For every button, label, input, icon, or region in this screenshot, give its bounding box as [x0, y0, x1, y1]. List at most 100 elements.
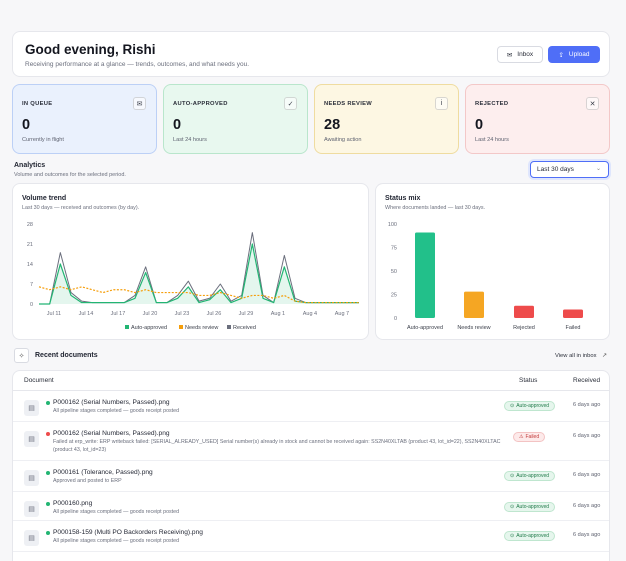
file-icon: ▤	[24, 400, 39, 416]
upload-button[interactable]: ⇪ Upload	[548, 46, 600, 63]
recent-documents-title: Recent documents	[35, 352, 98, 359]
status-badge: ⊙ Auto-approved	[504, 401, 556, 411]
document-name[interactable]: P000162 (Serial Numbers, Passed).png	[53, 430, 170, 437]
stat-label: NEEDS REVIEW	[324, 101, 373, 107]
document-name[interactable]: P000158-159 (Multi PO Backorders Receivi…	[53, 529, 203, 536]
recent-documents-table: Document Status Received ▤ P000162 (Seria…	[12, 370, 610, 561]
page-subtitle: Receiving performance at a glance — tren…	[25, 61, 250, 68]
x-tick-label: Jul 11	[47, 311, 61, 317]
status-badge: ⊙ Auto-approved	[504, 531, 556, 541]
volume-chart-subtitle: Last 30 days — received and outcomes (by…	[22, 205, 140, 211]
status-chart-title: Status mix	[385, 195, 421, 202]
status-badge: ⊙ Auto-approved	[504, 471, 556, 481]
file-icon: ▤	[24, 530, 39, 546]
x-tick-label: Jul 23	[175, 311, 190, 317]
stat-card-rejected[interactable]: REJECTED 0 Last 24 hours ✕	[465, 84, 610, 154]
y-tick-label: 100	[388, 222, 397, 228]
check-circle-icon: ✓	[284, 97, 297, 110]
inbox-button[interactable]: ✉ Inbox	[497, 46, 543, 63]
document-description: All pipeline stages completed — goods re…	[53, 509, 180, 515]
x-tick-label: Failed	[566, 325, 581, 331]
received-time: 6 days ago	[573, 472, 601, 478]
stat-note: Awaiting action	[324, 137, 362, 143]
status-dot	[46, 471, 50, 475]
received-time: 6 days ago	[573, 532, 601, 538]
stat-card-needs-review[interactable]: NEEDS REVIEW 28 Awaiting action i	[314, 84, 459, 154]
legend-swatch	[125, 325, 129, 329]
stat-note: Currently in flight	[22, 137, 64, 143]
table-row[interactable]: ▤ P000162 (Serial Numbers, Passed).png Fai…	[13, 422, 609, 461]
auto-approved-area	[39, 244, 359, 304]
column-status: Status	[519, 377, 538, 384]
upload-icon: ⇪	[558, 51, 564, 59]
status-badge: ⊙ Auto-approved	[504, 502, 556, 512]
legend-entry: Received	[233, 325, 256, 331]
status-mix-card: Status mix Where documents landed — last…	[375, 183, 610, 340]
stat-card-auto-approved[interactable]: AUTO-APPROVED 0 Last 24 hours ✓	[163, 84, 308, 154]
y-tick-label: 7	[30, 282, 33, 288]
x-tick-label: Aug 1	[271, 311, 285, 317]
file-icon: ▤	[24, 431, 39, 447]
status-badge-label: Auto-approved	[516, 504, 550, 510]
file-icon: ▤	[24, 470, 39, 486]
series-line-needs-review	[38, 286, 359, 304]
greeting-header: Good evening, Rishi Receiving performanc…	[12, 31, 610, 77]
bar-needs-review	[464, 291, 484, 318]
info-circle-icon: i	[435, 97, 448, 110]
chevron-down-icon: ⌄	[595, 166, 601, 172]
check-circle-icon: ⊙	[510, 473, 515, 479]
view-all-inbox-link[interactable]: View all in inbox	[555, 353, 597, 359]
column-received: Received	[573, 377, 601, 384]
page-title: Good evening, Rishi	[25, 42, 156, 57]
stat-label: IN QUEUE	[22, 101, 53, 107]
x-tick-label: Jul 29	[239, 311, 254, 317]
received-time: 6 days ago	[573, 402, 601, 408]
status-mix-chart: 0 25 50 75 100 Auto-approved Needs review Rejec…	[388, 222, 583, 331]
volume-trend-card: Volume trend Last 30 days — received and…	[12, 183, 369, 340]
table-row[interactable]: ▤ P000161 (Tolerance, Passed).png Approved…	[13, 461, 609, 492]
x-tick-label: Rejected	[513, 325, 535, 331]
table-row[interactable]: ▤ P000158-159 (Multi PO Backorders Receiv…	[13, 521, 609, 552]
x-tick-label: Aug 4	[303, 311, 317, 317]
received-time: 6 days ago	[573, 433, 601, 439]
status-badge-label: Auto-approved	[516, 533, 550, 539]
inbox-button-label: Inbox	[517, 51, 534, 58]
x-circle-icon: ✕	[586, 97, 599, 110]
stat-value: 0	[475, 117, 484, 133]
y-tick-label: 14	[27, 262, 33, 268]
analytics-title: Analytics	[14, 162, 46, 169]
document-description: Approved and posted to ERP	[53, 478, 122, 484]
upload-button-label: Upload	[568, 51, 590, 58]
stat-note: Last 24 hours	[173, 137, 207, 143]
bar-rejected	[514, 305, 534, 318]
y-tick-label: 0	[30, 302, 33, 308]
stat-note: Last 24 hours	[475, 137, 509, 143]
inbox-icon: ✉	[133, 97, 146, 110]
document-name[interactable]: P000161 (Tolerance, Passed).png	[53, 469, 153, 476]
stat-card-in-queue[interactable]: IN QUEUE 0 Currently in flight ✉	[12, 84, 157, 154]
document-name[interactable]: P000160.png	[53, 500, 93, 507]
status-badge-label: Auto-approved	[516, 473, 550, 479]
y-tick-label: 75	[391, 246, 397, 252]
check-circle-icon: ⊙	[510, 504, 515, 510]
x-tick-label: Jul 20	[143, 311, 158, 317]
document-name[interactable]: P000162 (Serial Numbers, Passed).png	[53, 399, 170, 406]
y-tick-label: 50	[391, 269, 397, 275]
y-tick-label: 21	[27, 242, 33, 248]
status-dot	[46, 401, 50, 405]
table-row[interactable]: ▤ P000162 (Serial Numbers, Passed).png All…	[13, 391, 609, 422]
status-badge-label: Failed	[525, 434, 540, 440]
status-dot	[46, 432, 50, 436]
series-line-auto-approved	[39, 243, 359, 305]
status-dot	[46, 502, 50, 506]
check-circle-icon: ⊙	[510, 403, 515, 409]
volume-chart-title: Volume trend	[22, 195, 67, 202]
arrow-up-right-icon[interactable]: ↗	[602, 353, 608, 359]
legend-entry: Needs review	[185, 325, 218, 331]
date-range-select[interactable]: Last 30 days ⌄	[530, 161, 609, 178]
check-circle-icon: ⊙	[510, 533, 515, 539]
table-row[interactable]: ▤ P000160.png All pipeline stages complete…	[13, 492, 609, 521]
status-chart-subtitle: Where documents landed — last 30 days.	[385, 205, 486, 211]
status-dot	[46, 531, 50, 535]
x-tick-label: Aug 7	[335, 311, 349, 317]
